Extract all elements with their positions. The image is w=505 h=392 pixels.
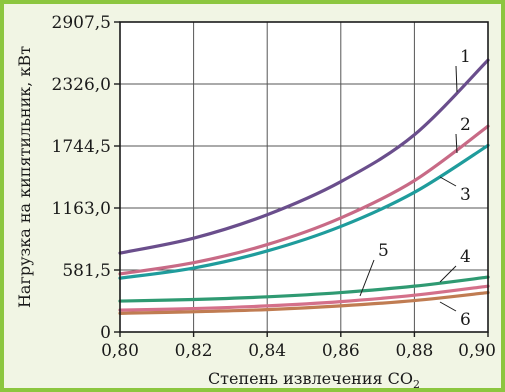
curve-label-3: 3 [460, 185, 471, 205]
x-tick-label: 0,80 [101, 341, 139, 361]
series-line-1 [118, 58, 490, 255]
x-tick-label: 0,82 [175, 341, 213, 361]
series-line-5 [118, 284, 490, 312]
series-layer [118, 58, 490, 315]
series-line-2 [118, 124, 490, 276]
x-tick-label: 0,88 [395, 341, 433, 361]
curve-label-leader-6 [439, 301, 457, 312]
y-tick-label: 1744,5 [52, 137, 111, 157]
y-tick-label: 1163,0 [52, 199, 111, 219]
curve-label-1: 1 [460, 47, 471, 67]
series-line-3 [118, 143, 490, 280]
curve-labels: 1 2 3 4 5 6 [359, 47, 471, 330]
curve-label-5: 5 [378, 241, 389, 261]
plot-border [119, 21, 489, 333]
y-tick-label: 581,5 [62, 261, 111, 281]
y-tick-label: 0 [100, 323, 111, 343]
x-tick-label: 0,90 [458, 341, 496, 361]
x-axis-title-text: Степень извлечения CO [208, 369, 413, 388]
x-axis-title-subscript: 2 [413, 378, 420, 391]
y-axis-title: Нагрузка на кипятильник, кВт [15, 46, 34, 308]
curve-label-leader-1 [455, 65, 458, 93]
y-tick-label: 2907,5 [52, 13, 111, 33]
grid-lines [120, 22, 488, 332]
y-tick-label: 2326,0 [52, 75, 111, 95]
series-line-4 [118, 275, 490, 303]
curve-label-6: 6 [460, 310, 471, 330]
curve-label-4: 4 [460, 247, 471, 267]
curve-label-leader-4 [439, 265, 457, 283]
curve-label-2: 2 [460, 115, 471, 135]
curve-label-leader-2 [455, 133, 458, 154]
series-line-6 [118, 290, 490, 315]
x-tick-label: 0,86 [322, 341, 360, 361]
x-axis-title: Степень извлечения CO2 [208, 369, 420, 391]
plot-area [120, 22, 488, 332]
curve-label-leader-3 [439, 176, 457, 187]
curve-label-leader-5 [359, 259, 375, 297]
x-tick-label: 0,84 [248, 341, 286, 361]
axis-ticks: 0 581,5 1163,0 1744,5 2326,0 2907,5 0,80 0,82 0,… [52, 13, 496, 361]
